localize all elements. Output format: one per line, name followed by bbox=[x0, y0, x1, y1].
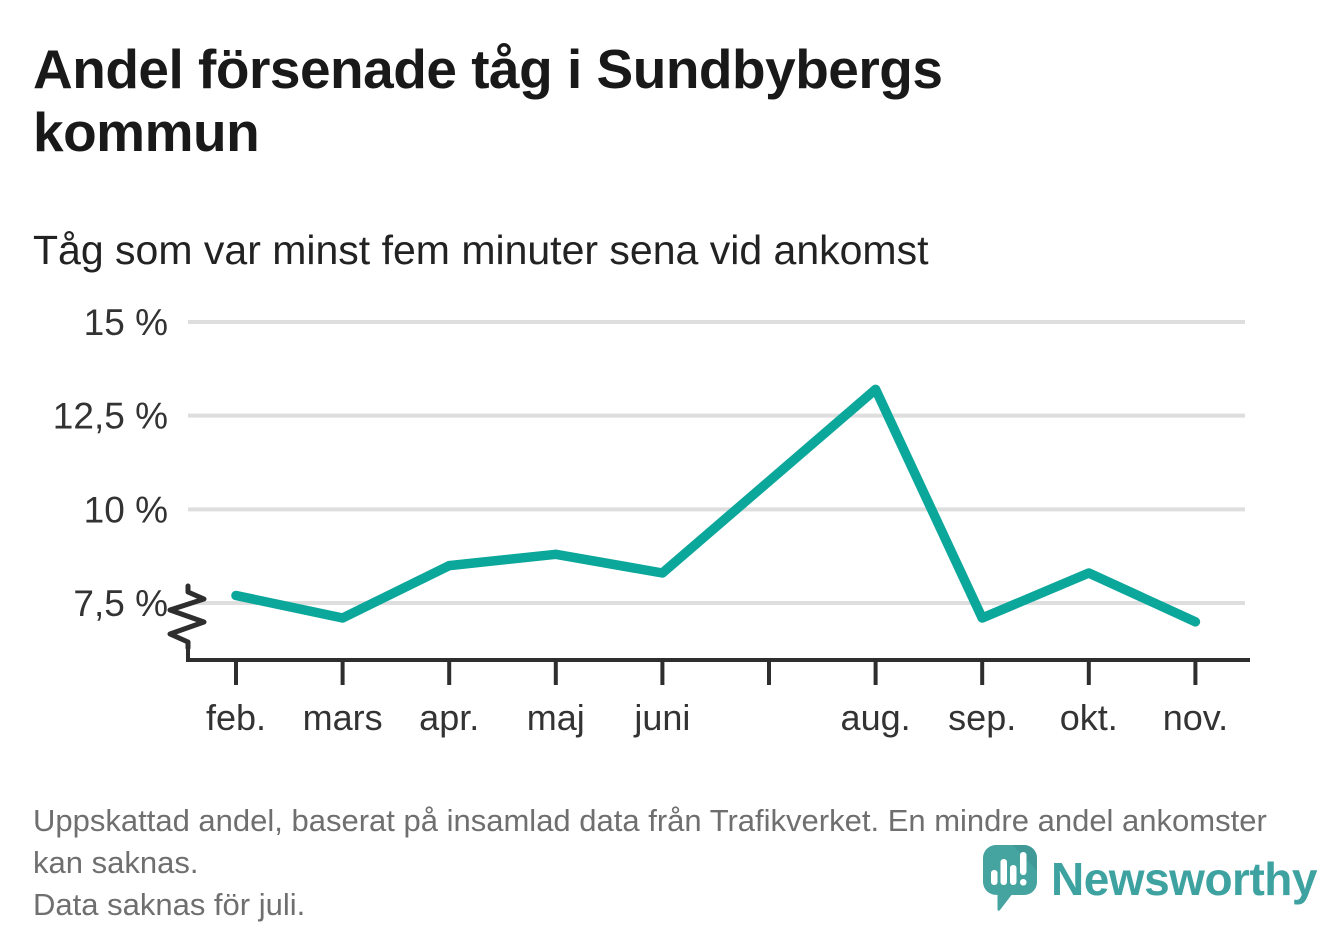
footnote-missing-data: Data saknas för juli. bbox=[33, 887, 306, 922]
axis-break-icon bbox=[167, 583, 207, 651]
newsworthy-logo-text: Newsworthy bbox=[1051, 853, 1317, 905]
x-axis-tick-label: maj bbox=[527, 697, 585, 738]
data-line-series bbox=[231, 384, 1201, 627]
x-axis-tick-label: sep. bbox=[948, 697, 1016, 738]
newsworthy-logo: Newsworthy bbox=[983, 845, 1317, 911]
line-chart: 15 % 12,5 % 10 % 7,5 % feb. mars apr. maj juni au… bbox=[53, 302, 1250, 738]
y-axis-tick-label: 10 % bbox=[84, 489, 168, 530]
y-axis-tick-label: 12,5 % bbox=[53, 396, 168, 437]
x-axis-tick-label: juni bbox=[633, 697, 690, 738]
newsworthy-speech-bubble-bars-icon bbox=[983, 845, 1037, 911]
x-axis-tick-label: feb. bbox=[206, 697, 266, 738]
chart-title: Andel försenade tåg i Sundbybergs kommun bbox=[33, 38, 943, 163]
x-axis-tick-label: mars bbox=[303, 697, 383, 738]
y-axis-tick-label: 7,5 % bbox=[73, 583, 168, 624]
chart-subtitle: Tåg som var minst fem minuter sena vid a… bbox=[33, 227, 929, 273]
footnote-source: Uppskattad andel, baserat på insamlad da… bbox=[33, 803, 1267, 880]
x-axis-tick-label: okt. bbox=[1060, 697, 1118, 738]
x-axis-tick-label: aug. bbox=[841, 697, 911, 738]
x-axis-tick-label: nov. bbox=[1163, 697, 1228, 738]
y-axis-tick-label: 15 % bbox=[84, 302, 168, 343]
x-axis-tick-label: apr. bbox=[419, 697, 479, 738]
